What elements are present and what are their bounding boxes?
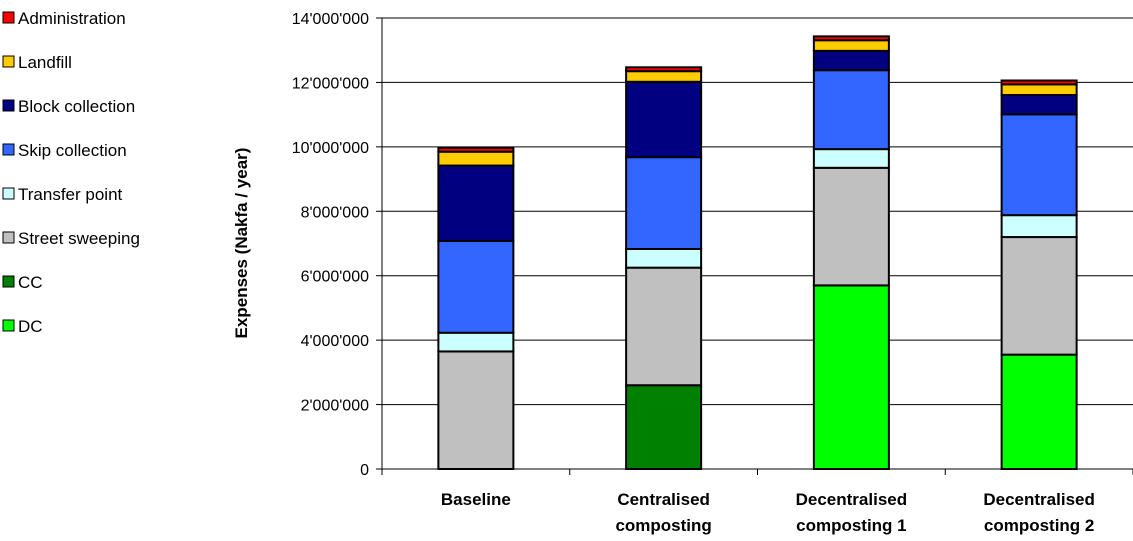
legend-label: CC	[18, 273, 43, 292]
legend-label: Street sweeping	[18, 229, 140, 248]
category-label-line: Centralised	[617, 490, 710, 509]
y-tick-label: 4'000'000	[301, 333, 370, 350]
legend-swatch	[2, 99, 15, 112]
category-label: Decentralised composting 1	[796, 490, 908, 535]
bar-baseline-landfill	[437, 150, 515, 167]
bar-decentralised-composting-1-block-collection	[812, 49, 890, 72]
bars	[437, 35, 1078, 470]
legend-swatch	[2, 11, 15, 24]
bar-decentralised-composting-1-administration	[812, 35, 890, 42]
bar-centralised-composting-cc	[625, 384, 703, 470]
y-tick-label: 8'000'000	[301, 204, 370, 221]
legend-label: Skip collection	[18, 141, 127, 160]
legend-item-cc: CC	[2, 273, 43, 292]
legend-label: Administration	[18, 9, 126, 28]
category-labels: Baseline Centralised composting Decentralis…	[441, 490, 1095, 535]
bar-decentralised-composting-1-skip-collection	[812, 69, 890, 151]
category-label-line: Decentralised	[796, 490, 908, 509]
bar-centralised-composting-administration	[625, 66, 703, 73]
category-label-line: composting 1	[796, 516, 907, 535]
bar-baseline-street-sweeping	[437, 350, 515, 470]
bar-centralised-composting-transfer-point	[625, 247, 703, 269]
category-label-line: composting 2	[984, 516, 1095, 535]
bar-decentralised-composting-2-dc	[1000, 353, 1078, 470]
y-tick-labels: 0 2'000'000 4'000'000 6'000'000 8'000'000 10'…	[292, 11, 369, 479]
bar-decentralised-composting-2-administration	[1000, 79, 1078, 86]
y-tick-label: 6'000'000	[301, 269, 370, 286]
legend-label: Block collection	[18, 97, 135, 116]
bar-decentralised-composting-2-transfer-point	[1000, 214, 1078, 239]
y-tick-label: 10'000'000	[292, 140, 369, 157]
bar-decentralised-composting-2-block-collection	[1000, 93, 1078, 116]
legend-item-administration: Administration	[2, 9, 126, 28]
bar-centralised-composting-street-sweeping	[625, 266, 703, 387]
legend: Administration Landfill Block collection Sk…	[2, 9, 140, 336]
bar-decentralised-composting-2-skip-collection	[1000, 113, 1078, 217]
axes	[376, 17, 1133, 475]
legend-item-dc: DC	[2, 317, 43, 336]
legend-swatch	[2, 231, 15, 244]
bar-baseline-transfer-point	[437, 331, 515, 353]
bar-decentralised-composting-1-street-sweeping	[812, 166, 890, 287]
legend-item-street-sweeping: Street sweeping	[2, 229, 140, 248]
legend-swatch	[2, 187, 15, 200]
legend-swatch	[2, 55, 15, 68]
legend-label: DC	[18, 317, 43, 336]
bar-decentralised-composting-1-dc	[812, 284, 890, 470]
legend-item-transfer-point: Transfer point	[2, 185, 123, 204]
bar-decentralised-composting-1-landfill	[812, 39, 890, 52]
legend-swatch	[2, 143, 15, 156]
legend-swatch	[2, 319, 15, 332]
bar-baseline-skip-collection	[437, 239, 515, 334]
legend-swatch	[2, 275, 15, 288]
y-tick-label: 12'000'000	[292, 75, 369, 92]
y-tick-label: 14'000'000	[292, 11, 369, 28]
y-tick-label: 2'000'000	[301, 398, 370, 415]
category-label-line: Decentralised	[983, 490, 1095, 509]
legend-label: Transfer point	[18, 185, 123, 204]
category-label-line: composting	[615, 516, 711, 535]
bar-baseline-administration	[437, 146, 515, 153]
bar-decentralised-composting-2-landfill	[1000, 83, 1078, 96]
category-label: Decentralised composting 2	[983, 490, 1095, 535]
legend-label: Landfill	[18, 53, 72, 72]
legend-item-skip-collection: Skip collection	[2, 141, 127, 160]
bar-centralised-composting-landfill	[625, 70, 703, 83]
bar-baseline-block-collection	[437, 164, 515, 242]
legend-item-landfill: Landfill	[2, 53, 72, 72]
category-label-line: Baseline	[441, 490, 511, 509]
bar-centralised-composting-skip-collection	[625, 156, 703, 250]
y-tick-label: 0	[360, 462, 369, 479]
y-axis-title: Expenses (Nakfa / year)	[232, 148, 251, 339]
bar-decentralised-composting-1-transfer-point	[812, 148, 890, 169]
bar-centralised-composting-block-collection	[625, 80, 703, 159]
category-label: Baseline	[441, 490, 511, 509]
category-label: Centralised composting	[615, 490, 711, 535]
legend-item-block-collection: Block collection	[2, 97, 135, 116]
bar-decentralised-composting-2-street-sweeping	[1000, 236, 1078, 356]
